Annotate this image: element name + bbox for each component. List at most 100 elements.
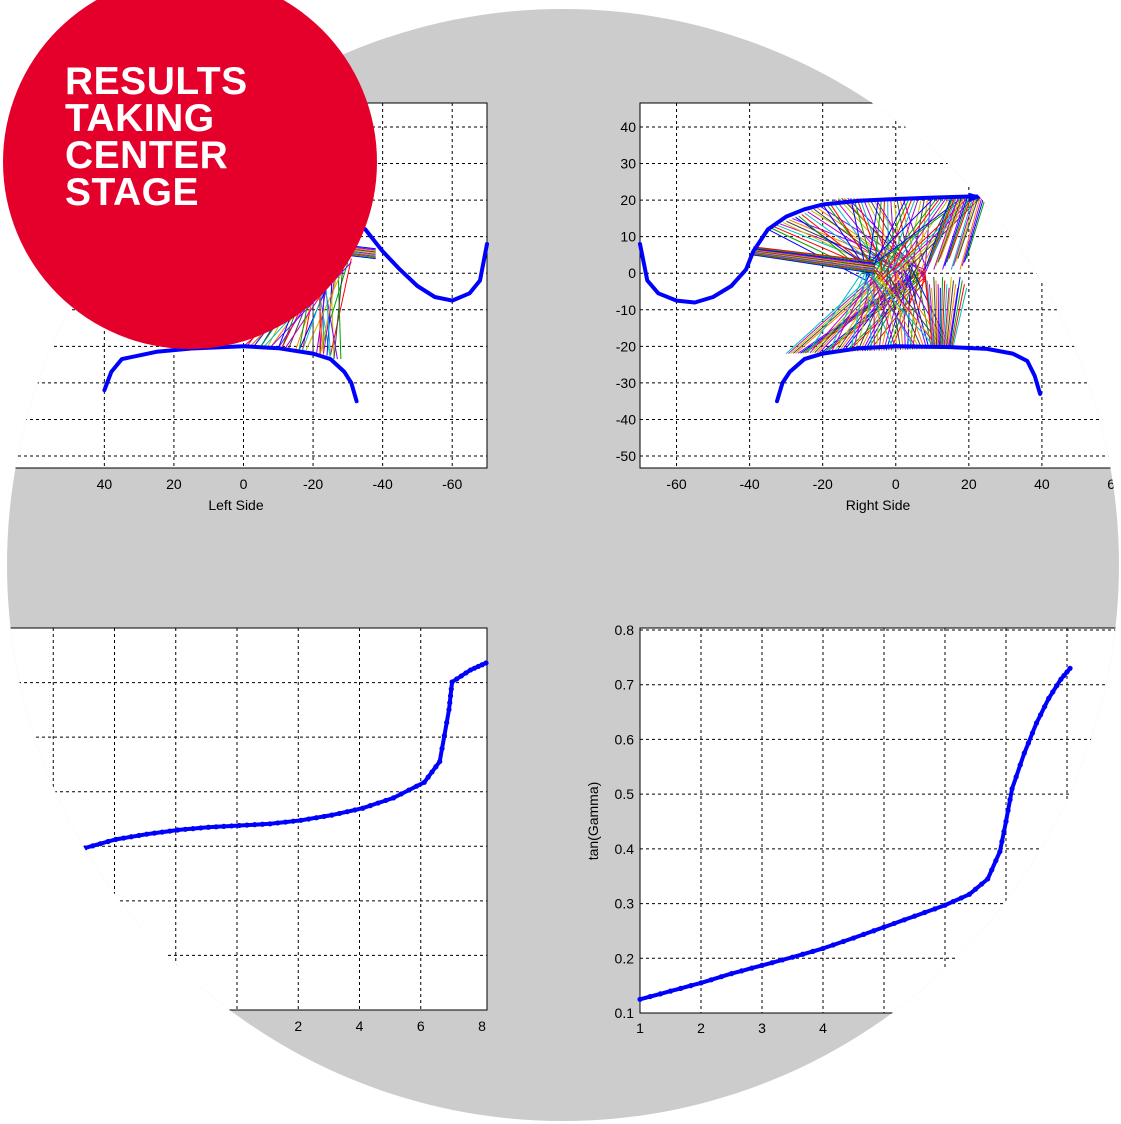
bottom-left-series-point-38 [375,800,381,806]
bottom-right-series-point-29 [932,906,938,912]
right-side-ray-b-43 [888,269,919,351]
right-side-ray-right-1 [926,198,953,267]
bottom-right-y-tick-1: 0.7 [615,677,635,693]
headline-line-3: CENTER [65,134,229,177]
right-side-ray-right-7 [939,198,964,259]
bottom-left-series-point-1 [90,843,96,849]
right-side-ray-b-26 [847,276,926,352]
right-side-ray-a-54 [866,197,935,267]
bottom-right-series-point-57 [1058,676,1064,682]
right-side-ray-left-9 [753,247,874,264]
bottom-left-series-point-8 [144,831,150,837]
bottom-left-chart: 2 4 6 8 [7,627,489,1034]
bottom-right-series-point-46 [1013,774,1019,780]
bottom-left-series-point-49 [439,745,445,752]
right-side-ray-a-37 [873,198,883,274]
right-side-ray-right-19 [966,198,986,259]
right-side-x-tick-1: -40 [739,476,759,492]
bottom-left-series-point-30 [313,815,319,821]
right-side-ray-rlow-11 [943,287,950,347]
bottom-right-x-tick-0: 1 [636,1020,644,1036]
right-side-chart: 40 30 20 10 0 -10 -20 -30 -40 -50 -60 -40 -20 0 20 40 60… [616,102,1119,513]
right-side-ray-a-19 [825,203,875,267]
bottom-left-x-tick-2: 6 [417,1018,425,1034]
bottom-left-series-point-11 [167,828,173,834]
bottom-left-series-point-15 [198,825,204,831]
bottom-right-series-point-5 [688,983,694,989]
right-side-ray-a-10 [798,215,875,281]
bottom-right-series-point-21 [850,935,857,941]
left-side-x-tick-5: -40 [373,476,393,492]
bottom-left-series-point-19 [228,823,235,829]
bottom-right-series-point-51 [1033,720,1040,726]
bottom-left-series-point-36 [360,805,366,811]
right-side-lower-curve [775,344,1043,404]
right-side-ray-a-9 [795,216,867,267]
left-side-x-tick-2: 20 [166,476,182,492]
right-side-ray-right-5 [935,198,961,267]
right-side-ray-b-52 [909,273,919,350]
right-side-ray-b-14 [819,265,904,353]
right-side-ray-a-56 [880,197,941,278]
right-side-ray-a-46 [873,198,910,278]
right-side-ray-a-18 [822,204,867,270]
left-side-ray-10 [319,262,349,354]
bottom-right-y-tick-7: 0.1 [615,1005,635,1021]
right-side-ray-b-41 [883,276,904,351]
bottom-left-series-point-34 [344,809,350,815]
bottom-right-series-point-48 [1021,750,1027,756]
bottom-left-series-point-23 [259,821,265,827]
bottom-left-series-point-26 [282,819,289,825]
bottom-left-series-point-18 [221,823,227,829]
bottom-left-series-point-7 [136,832,142,839]
right-side-ray-b-18 [828,269,867,353]
right-side-ray-b-45 [866,280,894,351]
bottom-right-series-point-41 [1001,828,1007,835]
right-side-y-tick-4: 0 [628,265,636,281]
bottom-left-series-point-43 [413,783,420,789]
right-side-ray-right-9 [944,198,968,267]
right-side-y-tick-1: 30 [620,156,636,172]
bottom-left-series-point-52 [446,707,452,713]
right-side-ray-a-63 [866,197,962,270]
right-side-ray-left-7 [753,249,874,267]
bottom-left-series-point-64 [483,660,489,666]
right-side-ray-left-10 [753,247,874,263]
right-side-ray-rlow-4 [933,276,938,347]
bottom-right-series-point-56 [1054,683,1060,689]
right-side-x-tick-2: -20 [813,476,833,492]
bottom-left-series-point-29 [306,816,312,822]
bottom-right-y-tick-4: 0.4 [615,841,635,857]
left-side-xlabel: Left Side [208,497,263,513]
right-side-ray-a-59 [902,198,950,267]
bottom-left-series-point-13 [182,826,188,832]
bottom-right-series-point-31 [950,898,956,905]
right-side-ray-right-8 [942,198,966,270]
bottom-right-series-point-25 [891,920,897,927]
right-side-ray-b-48 [887,269,902,350]
bottom-left-series-point-5 [120,835,127,841]
headline-line-1: RESULTS [65,60,248,103]
right-side-x-tick-4: 20 [961,476,977,492]
bottom-left-series-point-37 [367,803,373,809]
right-side-ray-b-56 [880,276,921,350]
bottom-left-series-point-20 [236,822,242,829]
bottom-left-series-point-54 [447,693,454,699]
bottom-right-series-point-59 [1064,669,1070,675]
right-side-ray-rlow-13 [946,280,954,347]
right-side-xlabel: Right Side [846,497,911,513]
right-side-ray-b-32 [861,272,904,352]
bottom-right-x-tick-2: 3 [758,1020,766,1036]
bottom-left-series-point-32 [329,812,335,818]
bottom-left-series-point-22 [252,822,258,828]
bottom-right-series-point-30 [942,902,948,908]
right-side-ray-b-27 [850,273,868,352]
bottom-right-series-point-49 [1025,740,1031,746]
right-side-ray-rlow-16 [949,276,961,347]
bottom-right-series-point-28 [922,909,928,916]
headline-line-2: TAKING [65,97,215,140]
bottom-left-series-point-27 [290,818,296,824]
right-side-ray-right-10 [946,198,970,263]
bottom-left-series-point-51 [444,720,450,726]
right-side-ray-b-44 [890,265,926,351]
